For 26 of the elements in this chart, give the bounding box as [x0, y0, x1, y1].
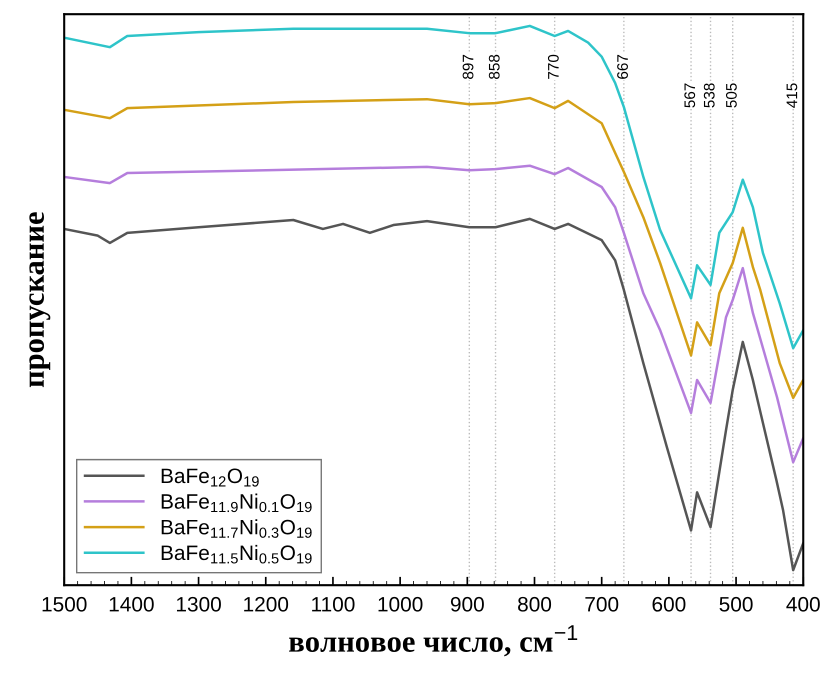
x-tick-label: 1500: [42, 596, 87, 612]
x-tick-label: 600: [652, 596, 686, 612]
ref-line-label: 505: [726, 83, 737, 108]
ref-line-label: 858: [488, 54, 500, 79]
ref-line-label: 897: [462, 54, 474, 79]
x-tick-label: 800: [518, 596, 552, 612]
x-tick-label: 1200: [244, 596, 288, 612]
x-axis-title: волновое число, см$^{−1}$: [289, 625, 578, 656]
legend-label: BaFe$_{12}$O$_{19}$: [162, 468, 259, 487]
x-tick-label: 1400: [110, 596, 154, 612]
x-tick-label: 700: [585, 596, 618, 612]
ref-line-label: 415: [786, 83, 798, 108]
x-tick-label: 400: [786, 596, 820, 612]
ref-line-label: 770: [548, 54, 559, 79]
x-tick-label: 1000: [378, 596, 422, 612]
ref-line-label: 538: [704, 83, 715, 108]
ref-line-label: 667: [617, 54, 628, 79]
ref-line-label: 567: [684, 83, 696, 108]
x-tick-label: 500: [720, 596, 753, 612]
y-axis-title: пропускание: [29, 212, 50, 388]
legend-label: BaFe$_{11.9}$Ni$_{0.1}$O$_{19}$: [162, 494, 312, 512]
x-tick-label: 1300: [176, 596, 221, 612]
x-tick-label: 900: [450, 596, 484, 612]
legend-label: BaFe$_{11.5}$Ni$_{0.5}$O$_{19}$: [162, 544, 312, 564]
x-tick-label: 1100: [312, 596, 355, 612]
legend-label: BaFe$_{11.7}$Ni$_{0.3}$O$_{19}$: [162, 519, 312, 538]
